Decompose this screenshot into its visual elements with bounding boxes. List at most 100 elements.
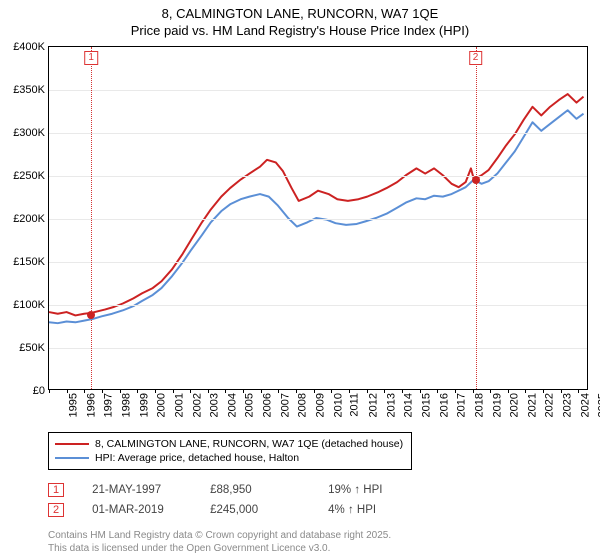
legend-swatch (55, 457, 89, 459)
y-tick-label: £400K (13, 41, 49, 53)
callout-row: 2 01-MAR-2019 £245,000 4% ↑ HPI (48, 500, 600, 520)
x-tick-mark (331, 389, 332, 393)
x-tick-mark (314, 389, 315, 393)
x-tick-mark (120, 389, 121, 393)
x-tick-label: 2000 (156, 393, 168, 417)
x-tick-mark (402, 389, 403, 393)
callout-price: £245,000 (210, 504, 300, 516)
x-tick-mark (225, 389, 226, 393)
x-tick-mark (208, 389, 209, 393)
x-tick-label: 2005 (244, 393, 256, 417)
callout-table: 121-MAY-1997£88,95019% ↑ HPI201-MAR-2019… (48, 480, 600, 520)
marker-vline (476, 47, 477, 389)
x-tick-mark (367, 389, 368, 393)
marker-vline (91, 47, 92, 389)
x-tick-label: 2023 (562, 393, 574, 417)
title-line2: Price paid vs. HM Land Registry's House … (0, 23, 600, 38)
callout-hpi: 4% ↑ HPI (328, 504, 418, 516)
x-tick-mark (243, 389, 244, 393)
x-tick-label: 2019 (491, 393, 503, 417)
title-line1: 8, CALMINGTON LANE, RUNCORN, WA7 1QE (0, 6, 600, 21)
x-tick-label: 2002 (191, 393, 203, 417)
footer-line2: This data is licensed under the Open Gov… (48, 543, 600, 556)
y-tick-label: £100K (13, 299, 49, 311)
callout-date: 01-MAR-2019 (92, 504, 182, 516)
x-tick-label: 2012 (367, 393, 379, 417)
x-tick-label: 2018 (473, 393, 485, 417)
chart-lines-svg (49, 47, 587, 389)
x-tick-mark (84, 389, 85, 393)
legend-row: 8, CALMINGTON LANE, RUNCORN, WA7 1QE (de… (55, 437, 405, 451)
series-hpi (49, 110, 584, 323)
y-tick-label: £300K (13, 127, 49, 139)
x-tick-label: 2003 (209, 393, 221, 417)
x-tick-mark (578, 389, 579, 393)
x-tick-label: 2022 (544, 393, 556, 417)
marker-dot (87, 311, 95, 319)
x-tick-mark (437, 389, 438, 393)
x-tick-mark (384, 389, 385, 393)
x-tick-mark (455, 389, 456, 393)
x-tick-label: 2016 (438, 393, 450, 417)
chart-container: 8, CALMINGTON LANE, RUNCORN, WA7 1QE Pri… (0, 0, 600, 560)
x-tick-mark (420, 389, 421, 393)
gridline-h (49, 305, 587, 306)
x-tick-mark (261, 389, 262, 393)
x-tick-mark (543, 389, 544, 393)
x-tick-mark (278, 389, 279, 393)
marker-number-box: 1 (84, 51, 98, 65)
x-tick-label: 2011 (349, 393, 361, 417)
y-tick-label: £200K (13, 213, 49, 225)
gridline-h (49, 133, 587, 134)
x-tick-label: 2014 (403, 393, 415, 417)
callout-number: 2 (48, 503, 64, 517)
gridline-h (49, 219, 587, 220)
x-tick-label: 2013 (385, 393, 397, 417)
x-tick-label: 2020 (509, 393, 521, 417)
series-price_paid (49, 94, 584, 315)
x-tick-label: 2007 (279, 393, 291, 417)
x-tick-label: 2001 (173, 393, 185, 417)
x-tick-label: 2006 (262, 393, 274, 417)
marker-number-box: 2 (469, 51, 483, 65)
legend-box: 8, CALMINGTON LANE, RUNCORN, WA7 1QE (de… (48, 432, 412, 470)
gridline-h (49, 348, 587, 349)
x-tick-label: 2024 (579, 393, 591, 417)
gridline-h (49, 262, 587, 263)
callout-number: 1 (48, 483, 64, 497)
x-tick-mark (525, 389, 526, 393)
x-tick-label: 1997 (103, 393, 115, 417)
x-tick-label: 1999 (138, 393, 150, 417)
y-tick-label: £150K (13, 256, 49, 268)
legend-label: 8, CALMINGTON LANE, RUNCORN, WA7 1QE (de… (95, 438, 403, 450)
x-tick-label: 2017 (456, 393, 468, 417)
y-tick-label: £350K (13, 84, 49, 96)
x-tick-mark (67, 389, 68, 393)
x-tick-label: 2010 (332, 393, 344, 417)
x-tick-label: 2004 (226, 393, 238, 417)
x-tick-mark (349, 389, 350, 393)
x-tick-mark (561, 389, 562, 393)
y-tick-label: £0 (33, 385, 49, 397)
x-tick-mark (296, 389, 297, 393)
x-tick-label: 1996 (85, 393, 97, 417)
x-tick-mark (190, 389, 191, 393)
x-tick-label: 2009 (315, 393, 327, 417)
x-tick-mark (137, 389, 138, 393)
title-block: 8, CALMINGTON LANE, RUNCORN, WA7 1QE Pri… (0, 0, 600, 38)
x-tick-mark (155, 389, 156, 393)
x-tick-mark (508, 389, 509, 393)
x-tick-mark (102, 389, 103, 393)
x-tick-mark (173, 389, 174, 393)
x-tick-mark (473, 389, 474, 393)
callout-price: £88,950 (210, 484, 300, 496)
x-tick-mark (490, 389, 491, 393)
gridline-h (49, 90, 587, 91)
legend-swatch (55, 443, 89, 445)
callout-row: 121-MAY-1997£88,95019% ↑ HPI (48, 480, 600, 500)
footer-line1: Contains HM Land Registry data © Crown c… (48, 530, 600, 543)
x-tick-mark (49, 389, 50, 393)
marker-dot (472, 176, 480, 184)
x-tick-label: 1995 (67, 393, 79, 417)
legend-label: HPI: Average price, detached house, Halt… (95, 452, 299, 464)
